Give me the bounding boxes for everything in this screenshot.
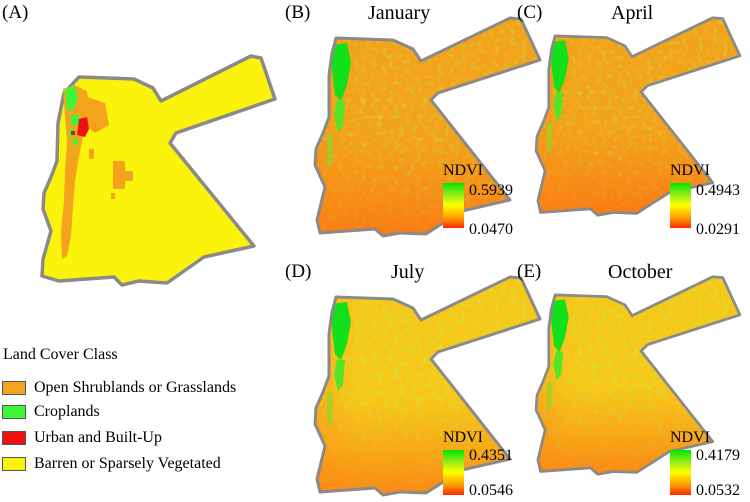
ndvi-green-mid: [553, 92, 564, 122]
ndvi-green-south: [546, 380, 553, 412]
ndvi-legend-title: NDVI: [670, 162, 710, 179]
cropland-3: [73, 139, 78, 145]
panel-e-month: October: [608, 261, 673, 283]
ndvi-green-south: [546, 121, 553, 153]
cropland-north: [65, 86, 78, 111]
ndvi-min-value: 0.0546: [469, 482, 513, 499]
panel-d-month: July: [391, 261, 425, 283]
country-border: [534, 275, 742, 476]
ndvi-max-value: 0.4943: [696, 182, 740, 199]
ndvi-green-north: [331, 43, 351, 101]
legend-label: Open Shrublands or Grasslands: [34, 379, 237, 396]
panel-b-label: (B): [285, 2, 311, 23]
urban-swatch: [2, 431, 26, 445]
ndvi-west-low: [315, 277, 425, 495]
shrubland-north: [87, 97, 109, 133]
ndvi-map-july: [313, 275, 542, 497]
ndvi-max-value: 0.4179: [696, 447, 740, 464]
ndvi-west-low: [536, 276, 636, 475]
land-cover-legend: Open Shrublands or Grasslands Croplands …: [2, 380, 282, 480]
ndvi-raster: [315, 277, 540, 495]
ndvi-color-ramp: [443, 183, 464, 228]
ndvi-min-value: 0.0291: [696, 221, 740, 238]
ndvi-color-ramp: [670, 183, 691, 228]
ndvi-map-october: [534, 275, 742, 476]
ndvi-green-north: [550, 299, 569, 352]
ndvi-green-mid: [334, 359, 345, 392]
ndvi-legend-title: NDVI: [443, 429, 483, 446]
cropland-1: [71, 115, 79, 125]
panel-c-month: April: [611, 2, 654, 24]
panel-d-label: (D): [285, 261, 312, 282]
ndvi-legend-title: NDVI: [670, 429, 710, 446]
ndvi-map-january: [313, 16, 542, 238]
ndvi-green-mid: [553, 351, 564, 381]
urban-amman: [77, 117, 89, 137]
ndvi-min-value: 0.0532: [696, 482, 740, 499]
ndvi-raster: [315, 18, 540, 236]
panel-a-label: (A): [2, 2, 29, 23]
ndvi-min-value: 0.0470: [469, 221, 513, 238]
panel-b-month: January: [368, 2, 431, 24]
ndvi-green-south: [327, 133, 333, 167]
ndvi-green-north: [550, 40, 569, 93]
legend-title: Land Cover Class: [3, 346, 118, 363]
country-border: [534, 16, 742, 217]
shrubland-patch-3: [89, 149, 94, 159]
legend-label: Barren or Sparsely Vegetated: [34, 455, 221, 472]
ndvi-green-south: [327, 392, 333, 426]
ndvi-west-low: [536, 17, 636, 216]
barren-swatch: [2, 457, 26, 471]
ndvi-legend-title: NDVI: [443, 162, 483, 179]
ndvi-color-ramp: [443, 450, 464, 495]
urban-small: [71, 131, 75, 135]
legend-label: Croplands: [34, 403, 100, 420]
shrubland-patch-1: [113, 161, 125, 189]
ndvi-max-value: 0.5939: [469, 182, 513, 199]
country-border: [313, 16, 542, 238]
panel-c-label: (C): [517, 2, 543, 23]
ndvi-map-april: [534, 16, 742, 217]
panel-e-label: (E): [517, 261, 542, 282]
country-border: [313, 275, 542, 497]
shrubland-patch-4: [111, 193, 115, 199]
land-cover-map: [40, 54, 277, 287]
ndvi-green-north: [331, 302, 351, 360]
shrubland-patch-2: [125, 171, 133, 181]
ndvi-green-mid: [334, 100, 345, 133]
shrublands-swatch: [2, 381, 26, 395]
ndvi-max-value: 0.4351: [469, 447, 513, 464]
croplands-swatch: [2, 405, 26, 419]
ndvi-west-low: [315, 18, 425, 236]
ndvi-color-ramp: [670, 450, 691, 495]
legend-label: Urban and Built-Up: [34, 429, 162, 446]
